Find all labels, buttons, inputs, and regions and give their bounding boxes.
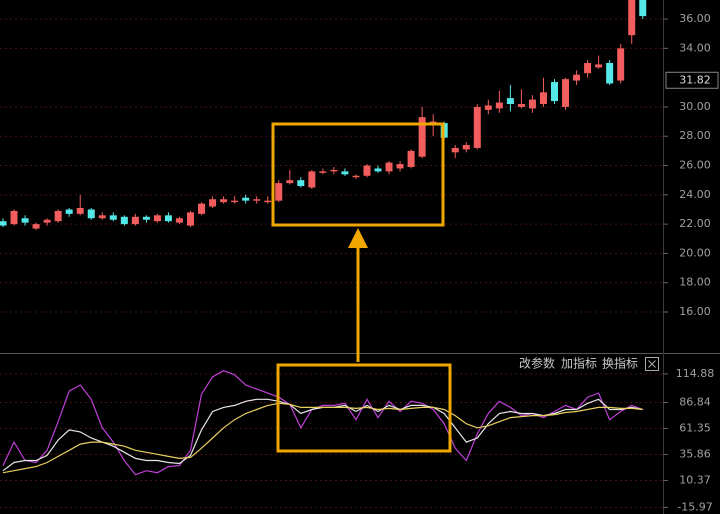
candle-body bbox=[528, 99, 536, 109]
last-price-label: 31.82 bbox=[679, 73, 711, 86]
y-tick-label: 10.37 bbox=[679, 473, 711, 486]
candle-body bbox=[595, 64, 603, 68]
candle-body bbox=[54, 210, 62, 222]
y-tick-label: 34.00 bbox=[679, 41, 711, 54]
y-tick-label: 18.00 bbox=[679, 276, 711, 289]
candle-body bbox=[10, 210, 18, 225]
candle-body bbox=[43, 219, 51, 223]
candle-body bbox=[32, 224, 40, 229]
candle-body bbox=[175, 218, 183, 223]
candle-body bbox=[87, 209, 95, 219]
candle-body bbox=[187, 212, 195, 226]
last-price-box bbox=[665, 71, 719, 89]
candle-body bbox=[142, 216, 150, 220]
candle-body bbox=[0, 221, 7, 226]
candle-body bbox=[253, 199, 261, 201]
candle-body bbox=[264, 200, 272, 203]
candle-body bbox=[164, 215, 172, 222]
candle-body bbox=[76, 208, 84, 214]
y-tick-label: 30.00 bbox=[679, 100, 711, 113]
candle-body bbox=[639, 0, 647, 17]
candle-body bbox=[385, 162, 393, 172]
candle-body bbox=[220, 199, 228, 203]
y-tick-label: 16.00 bbox=[679, 305, 711, 318]
candle-body bbox=[606, 62, 614, 84]
candle-body bbox=[352, 175, 360, 178]
candle-body bbox=[363, 165, 371, 176]
candle-body bbox=[407, 150, 415, 167]
y-tick-label: 86.84 bbox=[679, 395, 711, 408]
candle-body bbox=[374, 168, 382, 172]
candle-body bbox=[573, 74, 581, 81]
candle-body bbox=[21, 218, 29, 223]
candle-body bbox=[429, 121, 437, 123]
y-tick-label: 24.00 bbox=[679, 188, 711, 201]
highlight-box bbox=[276, 363, 452, 453]
candle-body bbox=[131, 216, 139, 225]
candle-body bbox=[506, 98, 514, 105]
candle-body bbox=[153, 215, 161, 222]
close-button[interactable] bbox=[645, 357, 659, 371]
plot-area bbox=[0, 0, 663, 508]
candle-body bbox=[109, 215, 117, 220]
candle-body bbox=[517, 104, 525, 107]
toolbar-button[interactable]: 改参数 bbox=[519, 356, 555, 371]
indicator-line bbox=[2, 402, 643, 474]
annotations bbox=[271, 122, 452, 453]
indicator-line bbox=[2, 370, 643, 476]
toolbar-button[interactable]: 加指标 bbox=[561, 356, 597, 371]
y-tick-label: -15.97 bbox=[677, 500, 712, 513]
y-tick-label: 28.00 bbox=[679, 129, 711, 142]
y-tick-label: 20.00 bbox=[679, 246, 711, 259]
y-tick-label: 26.00 bbox=[679, 159, 711, 172]
candle-body bbox=[562, 79, 570, 107]
candle-body bbox=[617, 48, 625, 81]
candle-body bbox=[275, 183, 283, 201]
y-tick-label: 36.00 bbox=[679, 12, 711, 25]
candle-body bbox=[484, 105, 492, 110]
candle-body bbox=[319, 171, 327, 173]
toolbar-button[interactable]: 换指标 bbox=[602, 356, 638, 371]
candle-body bbox=[242, 197, 250, 201]
candle-body bbox=[308, 171, 316, 188]
candle-body bbox=[120, 216, 128, 225]
candle-body bbox=[396, 164, 404, 169]
candle-body bbox=[286, 180, 294, 184]
candle-body bbox=[330, 169, 338, 172]
candle-body bbox=[198, 203, 206, 214]
candle-body bbox=[628, 0, 636, 36]
candle-body bbox=[209, 199, 217, 207]
indicator-line bbox=[2, 398, 643, 472]
candle-body bbox=[418, 117, 426, 157]
candle-body bbox=[65, 209, 73, 214]
y-tick-label: 35.86 bbox=[679, 447, 711, 460]
candle-body bbox=[231, 200, 239, 203]
candle-body bbox=[495, 102, 503, 109]
y-tick-label: 61.35 bbox=[679, 421, 711, 434]
arrow-head bbox=[348, 228, 368, 248]
y-tick-label: 114.88 bbox=[676, 367, 715, 380]
candle-body bbox=[473, 106, 481, 148]
y-tick-label: 22.00 bbox=[679, 217, 711, 230]
candle-body bbox=[539, 92, 547, 105]
candle-body bbox=[297, 180, 305, 187]
candle-body bbox=[451, 147, 459, 153]
candle-body bbox=[584, 62, 592, 74]
highlight-box bbox=[271, 122, 445, 227]
candle-body bbox=[98, 215, 106, 219]
candle-body bbox=[551, 82, 558, 102]
candle-body bbox=[341, 171, 349, 175]
candle-body bbox=[462, 145, 470, 150]
